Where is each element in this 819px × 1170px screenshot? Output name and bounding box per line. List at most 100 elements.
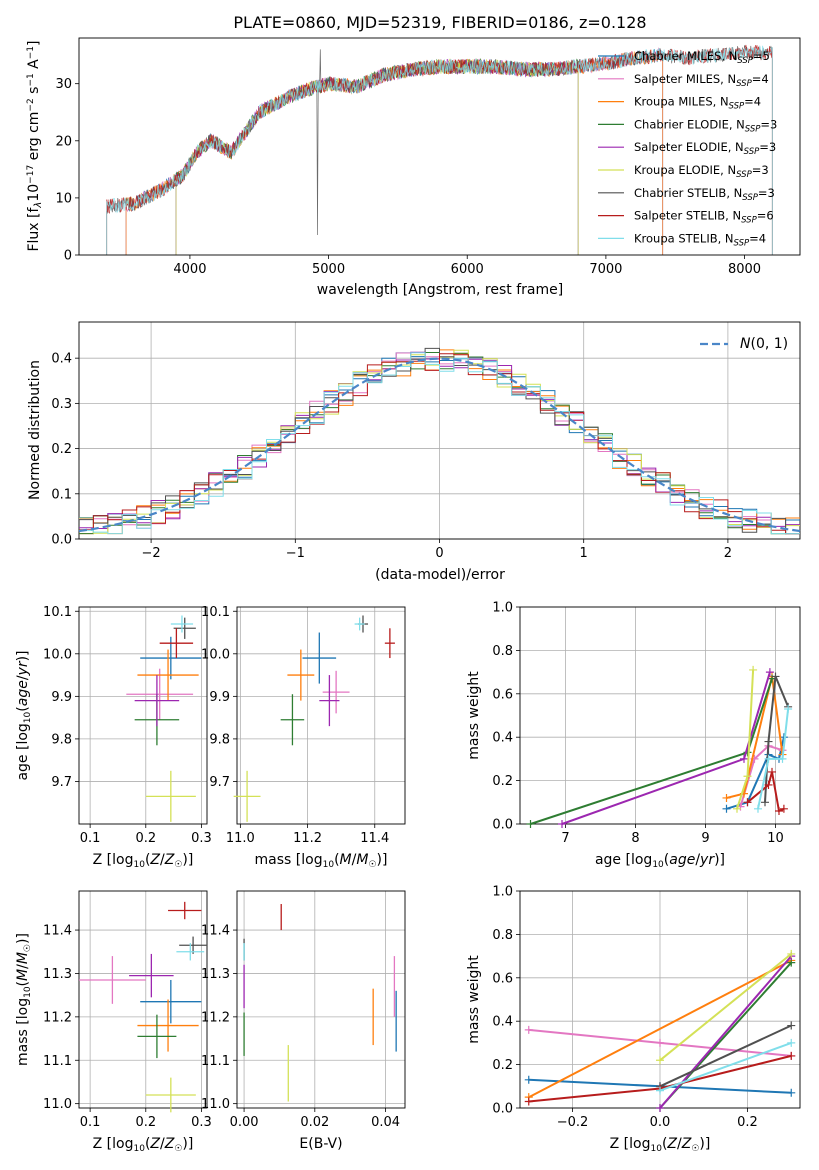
weight-point-marker <box>778 754 787 763</box>
weight-series-line <box>530 678 773 825</box>
x-axis-label-part: Z <box>149 852 160 868</box>
x-axis-label-part: yr <box>699 852 715 868</box>
normal-reference-curve <box>78 357 801 533</box>
y-tick-label: 11.0 <box>201 1097 230 1112</box>
y-tick-label: 11.2 <box>43 1010 72 1025</box>
legend-label-name: Kroupa ELODIE, N <box>634 163 736 177</box>
x-tick-label: −0.2 <box>557 1115 589 1130</box>
legend-label-subscript: SSP <box>744 147 760 157</box>
weight-point-marker <box>787 1088 796 1097</box>
y-tick-label: 9.9 <box>51 690 72 705</box>
y-tick-label: 10.0 <box>43 647 72 662</box>
y-axis-label-part: −17 <box>26 165 36 184</box>
x-tick-label: 0.00 <box>230 1115 259 1130</box>
weight-series-line <box>757 708 790 810</box>
x-axis-label-part: Z [log <box>610 1136 651 1152</box>
x-axis-label-part: age [log <box>595 852 652 868</box>
y-axis-label-part: ( <box>15 706 31 711</box>
legend-label-count: =5 <box>753 49 770 63</box>
x-tick-label: 0.0 <box>650 1115 671 1130</box>
x-axis-label-part: M <box>340 852 352 868</box>
axes-frame <box>78 606 208 825</box>
weight-point-marker <box>749 665 758 674</box>
x-axis-label-part: ( <box>664 852 669 868</box>
x-axis-label-part: ☉ <box>174 1144 182 1154</box>
weight-point-marker <box>764 754 773 763</box>
axes-frame <box>236 606 406 825</box>
legend-label-name: Salpeter ELODIE, N <box>634 140 744 154</box>
y-tick-label: 0.3 <box>51 397 72 412</box>
x-axis-label-part: Z <box>666 1136 677 1152</box>
legend-label-subscript: SSP <box>736 170 752 180</box>
x-tick-label: 10 <box>767 831 784 846</box>
x-tick-label: 11.2 <box>293 831 322 846</box>
weight-point-marker <box>764 737 773 746</box>
y-axis-label-part: λ <box>33 202 44 209</box>
x-axis-label-part: ☉ <box>174 860 182 870</box>
x-axis-label-part: ( <box>145 1136 150 1152</box>
legend-label-count: =4 <box>744 95 761 109</box>
y-axis-label-part: mass [log <box>15 998 31 1066</box>
legend-label: Chabrier ELODIE, NSSP=3 <box>634 117 777 134</box>
y-axis-label-part: M <box>15 969 31 981</box>
legend-label-name: Kroupa STELIB, N <box>634 231 734 245</box>
y-axis-label-part: age <box>15 680 31 706</box>
legend-label: Salpeter MILES, NSSP=4 <box>634 72 769 89</box>
y-tick-label: 11.1 <box>43 1054 72 1069</box>
x-axis-label: wavelength [Angstrom, rest frame] <box>317 282 563 298</box>
spectrum-model-line <box>125 49 664 255</box>
x-axis-label: Z [log10(Z/Z☉)] <box>93 852 194 870</box>
y-tick-label: 0.0 <box>492 1102 513 1117</box>
y-axis-label: mass weight <box>466 955 482 1044</box>
x-tick-label: 9 <box>701 831 709 846</box>
spectrum-model-line <box>106 44 773 255</box>
x-tick-label: 0.04 <box>371 1115 400 1130</box>
spectrum-panel: 4000 5000 6000 7000 8000 0 10 20 30 Chabrier MILE… <box>26 37 801 298</box>
y-tick-label: 11.4 <box>201 924 230 939</box>
legend-label-subscript: SSP <box>741 216 757 226</box>
y-tick-label: 11.3 <box>201 967 230 982</box>
y-tick-label: 9.7 <box>209 775 230 790</box>
x-tick-label: 7000 <box>589 262 622 277</box>
legend-label-subscript: SSP <box>734 238 750 248</box>
x-axis-label-part: )] <box>182 852 193 868</box>
y-axis-label-part: M <box>15 952 31 964</box>
axes-frame <box>78 321 801 540</box>
y-axis-label: mass weight <box>466 671 482 760</box>
x-tick-label: 0.1 <box>80 1115 101 1130</box>
y-axis-label: mass [log10(M/M☉)] <box>15 933 33 1066</box>
y-tick-label: 11.1 <box>201 1054 230 1069</box>
x-axis-label-part: Z <box>164 852 175 868</box>
y-tick-label: 10.0 <box>201 647 230 662</box>
weight-point-marker <box>754 804 762 813</box>
y-axis-label-part: −1 <box>26 46 36 59</box>
y-tick-label: 9.9 <box>209 690 230 705</box>
legend-label: Salpeter ELODIE, NSSP=3 <box>634 140 776 157</box>
legend-label: Chabrier STELIB, NSSP=3 <box>634 186 775 203</box>
x-axis-label-part: )] <box>714 852 725 868</box>
legend-label-subscript: SSP <box>737 56 753 66</box>
y-axis-label-part: ( <box>15 981 31 986</box>
legend-label-name: Chabrier ELODIE, N <box>634 117 745 131</box>
y-axis-label-part: 10 <box>23 986 33 998</box>
x-axis-label-part: Z <box>149 1136 160 1152</box>
x-tick-label: 1 <box>580 546 588 561</box>
x-tick-label: 2 <box>724 546 732 561</box>
legend-label-count: =3 <box>752 163 769 177</box>
y-tick-label: 10.1 <box>201 605 230 620</box>
weight-point-marker <box>558 820 566 828</box>
x-tick-label: −1 <box>286 546 305 561</box>
y-axis-label-part: erg cm <box>26 112 42 165</box>
y-tick-label: 11.0 <box>43 1097 72 1112</box>
axes-frame <box>519 606 801 825</box>
y-tick-label: 0.8 <box>492 928 513 943</box>
spectrum-model-line <box>106 45 773 255</box>
weight-point-marker <box>764 780 773 789</box>
y-tick-label: 11.4 <box>43 924 72 939</box>
x-axis-label: mass [log10(M/M☉)] <box>255 852 388 870</box>
y-axis-label-part: / <box>15 675 31 680</box>
weight-series-line <box>659 1041 792 1092</box>
y-tick-label: 0.6 <box>492 687 513 702</box>
x-tick-label: 4000 <box>173 262 206 277</box>
